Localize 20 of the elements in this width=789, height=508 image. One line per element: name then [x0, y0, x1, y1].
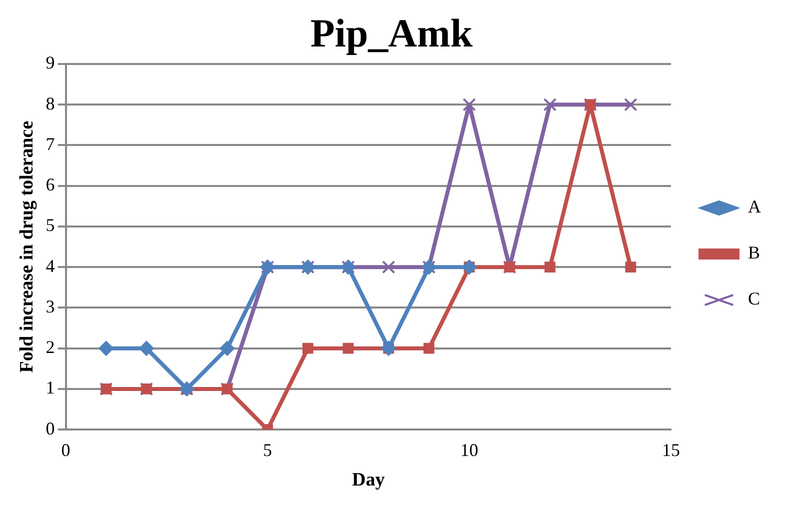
y-tick-label: 3 — [46, 296, 55, 316]
x-tick-label: 0 — [61, 440, 70, 460]
chart-title: Pip_Amk — [310, 10, 474, 56]
x-tick-label: 15 — [662, 440, 680, 460]
x-axis-title: Day — [352, 470, 386, 491]
y-tick-label: 2 — [46, 337, 55, 358]
y-axis-title: Fold increase in drug tolerance — [16, 120, 38, 373]
y-tick-label: 0 — [46, 418, 55, 438]
y-tick-label: 4 — [46, 256, 55, 276]
y-tick-label: 9 — [46, 52, 55, 73]
y-tick-label: 1 — [46, 378, 55, 398]
y-tick-label: 6 — [46, 174, 55, 195]
legend-label: A — [748, 196, 761, 217]
y-tick-label: 7 — [46, 134, 55, 154]
x-tick-label: 5 — [263, 440, 272, 460]
legend-label: C — [748, 288, 760, 309]
x-tick-label: 10 — [460, 440, 478, 460]
y-tick-label: 5 — [46, 215, 55, 236]
y-tick-label: 8 — [46, 93, 55, 114]
legend-label: B — [748, 242, 760, 263]
